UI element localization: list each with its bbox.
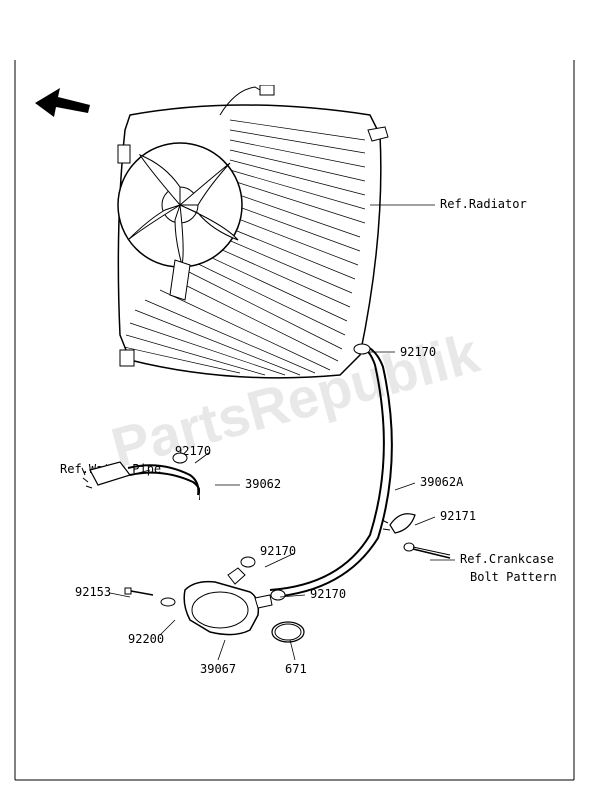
diagram-container: Ref.Radiator Ref.Water Pipe Ref.Crankcas…: [0, 0, 589, 799]
label-ref-radiator: Ref.Radiator: [440, 197, 527, 211]
water-pipe-part: [80, 440, 200, 520]
oil-cooler: [120, 540, 320, 680]
label-92153: 92153: [75, 585, 111, 599]
arrow-indicator: [30, 85, 110, 135]
clamp-bolt: [380, 505, 480, 565]
